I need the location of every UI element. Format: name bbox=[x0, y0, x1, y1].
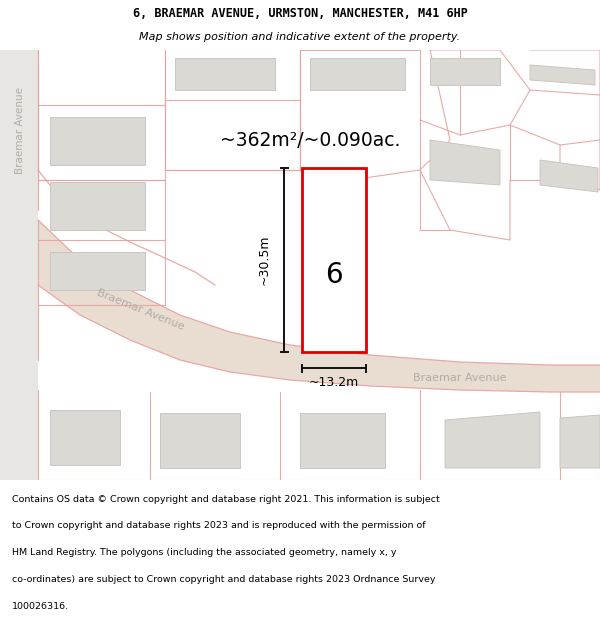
Polygon shape bbox=[560, 415, 600, 468]
Polygon shape bbox=[175, 58, 275, 90]
Text: 100026316.: 100026316. bbox=[12, 602, 69, 611]
Polygon shape bbox=[530, 65, 595, 85]
Bar bbox=[302, 168, 366, 352]
Text: Braemar Avenue: Braemar Avenue bbox=[95, 288, 185, 332]
Polygon shape bbox=[445, 412, 540, 468]
Polygon shape bbox=[160, 413, 240, 468]
Text: Braemar Avenue: Braemar Avenue bbox=[413, 373, 507, 383]
Polygon shape bbox=[430, 140, 500, 185]
Polygon shape bbox=[430, 58, 500, 85]
Text: Map shows position and indicative extent of the property.: Map shows position and indicative extent… bbox=[139, 32, 461, 43]
Polygon shape bbox=[300, 413, 385, 468]
Text: to Crown copyright and database rights 2023 and is reproduced with the permissio: to Crown copyright and database rights 2… bbox=[12, 521, 425, 531]
Polygon shape bbox=[50, 252, 145, 290]
Text: 6: 6 bbox=[325, 261, 343, 289]
Text: ~30.5m: ~30.5m bbox=[257, 235, 271, 285]
Polygon shape bbox=[50, 182, 145, 230]
Text: 6, BRAEMAR AVENUE, URMSTON, MANCHESTER, M41 6HP: 6, BRAEMAR AVENUE, URMSTON, MANCHESTER, … bbox=[133, 7, 467, 20]
Text: ~13.2m: ~13.2m bbox=[309, 376, 359, 389]
Text: HM Land Registry. The polygons (including the associated geometry, namely x, y: HM Land Registry. The polygons (includin… bbox=[12, 548, 397, 557]
Text: Contains OS data © Crown copyright and database right 2021. This information is : Contains OS data © Crown copyright and d… bbox=[12, 494, 440, 504]
Text: ~362m²/~0.090ac.: ~362m²/~0.090ac. bbox=[220, 131, 400, 149]
Polygon shape bbox=[50, 117, 145, 165]
Polygon shape bbox=[310, 177, 352, 235]
Polygon shape bbox=[50, 410, 120, 465]
Text: co-ordinates) are subject to Crown copyright and database rights 2023 Ordnance S: co-ordinates) are subject to Crown copyr… bbox=[12, 575, 436, 584]
Polygon shape bbox=[38, 220, 600, 392]
Bar bbox=[0, 50, 38, 480]
Polygon shape bbox=[540, 160, 598, 192]
Polygon shape bbox=[310, 58, 405, 90]
Text: Braemar Avenue: Braemar Avenue bbox=[15, 86, 25, 174]
